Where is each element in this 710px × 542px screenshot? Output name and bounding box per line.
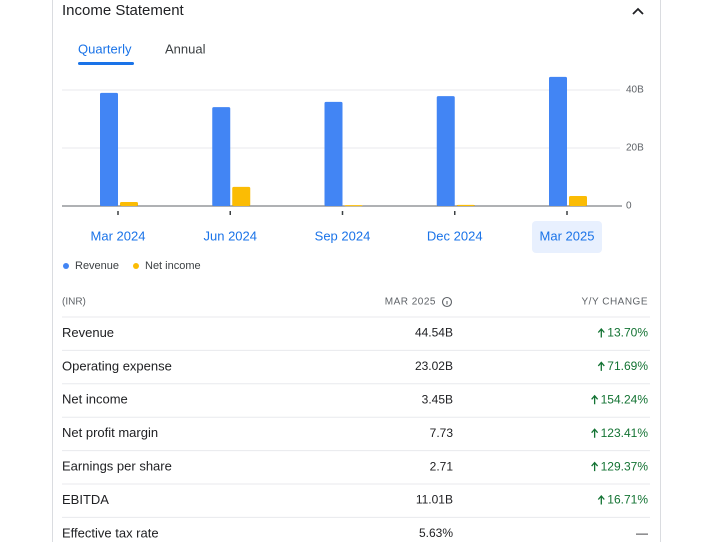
up-arrow: [591, 394, 599, 405]
collapse-button[interactable]: [632, 7, 644, 15]
row-label: Net profit margin: [62, 425, 158, 440]
y-tick-label: 40B: [626, 85, 644, 96]
tab-indicator: [78, 62, 134, 65]
y-tick-label: 20B: [626, 143, 644, 154]
row-value: 44.54B: [415, 326, 453, 340]
row-change: 71.69%: [607, 359, 648, 373]
info-icon[interactable]: [441, 296, 453, 308]
up-arrow: [597, 361, 605, 371]
legend-swatch: [133, 263, 139, 269]
bar: [549, 76, 567, 206]
up-arrow: [591, 461, 599, 472]
row-change: 13.70%: [607, 326, 648, 340]
x-tick-label[interactable]: Dec 2024: [427, 228, 483, 243]
bar: [212, 107, 231, 206]
row-value: 7.73: [430, 426, 454, 440]
x-tick-label[interactable]: Sep 2024: [315, 228, 371, 243]
row-label: Revenue: [62, 325, 114, 340]
card-title: Income Statement: [62, 2, 185, 19]
row-value: 3.45B: [422, 392, 453, 406]
x-tick-label[interactable]: Mar 2024: [91, 228, 146, 243]
row-change: 123.41%: [601, 426, 649, 440]
x-tick-label[interactable]: Jun 2024: [204, 228, 258, 243]
bar: [569, 195, 587, 206]
up-arrow: [597, 328, 605, 338]
x-tick-label[interactable]: Mar 2025: [540, 228, 595, 243]
col-header: (INR): [62, 297, 86, 308]
bar: [436, 96, 455, 206]
col-header: MAR 2025: [385, 297, 436, 308]
up-arrow: [597, 495, 605, 505]
row-label: Earnings per share: [62, 459, 172, 474]
bar: [120, 201, 138, 206]
row-change: 129.37%: [601, 459, 649, 473]
row-value: 2.71: [430, 459, 454, 473]
table: (INR) MAR 2025 Y/Y CHANGE Revenue 44.54B 13.7…: [62, 296, 650, 540]
row-change: —: [636, 526, 648, 540]
row-label: EBITDA: [62, 492, 109, 507]
legend-swatch: [63, 263, 69, 269]
row-label: Net income: [62, 392, 128, 407]
row-value: 5.63%: [419, 526, 453, 540]
selected-category-bg: [532, 221, 602, 253]
up-arrow: [591, 428, 599, 438]
chart: 0 20B 40B Mar 2024 Jun 2024 Sep 2024 Dec 2024 M…: [62, 76, 644, 243]
legend: Revenue Net income: [63, 260, 201, 272]
y-tick-label: 0: [626, 201, 632, 212]
row-value: 11.01B: [416, 493, 453, 507]
row-change: 16.71%: [607, 493, 648, 507]
row-label: Operating expense: [62, 358, 172, 373]
legend-label: Revenue: [75, 260, 119, 272]
bar: [324, 101, 343, 206]
legend-label: Net income: [145, 260, 201, 272]
row-value: 23.02B: [415, 359, 453, 373]
bar: [232, 186, 251, 206]
tab-annual[interactable]: Annual: [165, 41, 206, 56]
col-header: Y/Y CHANGE: [582, 297, 649, 308]
bar: [100, 92, 118, 206]
row-change: 154.24%: [601, 392, 649, 406]
tab-quarterly[interactable]: Quarterly: [78, 41, 132, 56]
bar: [344, 205, 363, 207]
bar: [456, 204, 475, 206]
row-label: Effective tax rate: [62, 525, 159, 540]
